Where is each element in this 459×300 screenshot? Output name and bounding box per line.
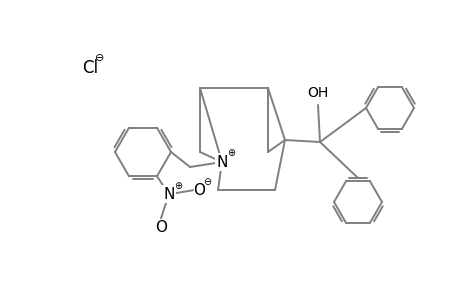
Text: N: N <box>163 187 174 202</box>
Text: ⊕: ⊕ <box>174 181 182 191</box>
Text: ⊕: ⊕ <box>226 148 235 158</box>
Text: O: O <box>155 220 167 235</box>
Text: ⊖: ⊖ <box>202 177 211 187</box>
Text: N: N <box>216 154 227 169</box>
Text: Cl: Cl <box>82 59 98 77</box>
Text: O: O <box>193 183 205 198</box>
Text: ⊖: ⊖ <box>95 53 105 63</box>
Text: OH: OH <box>307 86 328 100</box>
